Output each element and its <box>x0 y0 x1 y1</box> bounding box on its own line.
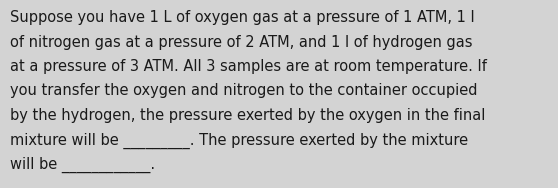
Text: mixture will be _________. The pressure exerted by the mixture: mixture will be _________. The pressure … <box>10 133 468 149</box>
Text: by the hydrogen, the pressure exerted by the oxygen in the final: by the hydrogen, the pressure exerted by… <box>10 108 485 123</box>
Text: Suppose you have 1 L of oxygen gas at a pressure of 1 ATM, 1 l: Suppose you have 1 L of oxygen gas at a … <box>10 10 475 25</box>
Text: of nitrogen gas at a pressure of 2 ATM, and 1 l of hydrogen gas: of nitrogen gas at a pressure of 2 ATM, … <box>10 35 473 49</box>
Text: will be ____________.: will be ____________. <box>10 157 155 173</box>
Text: at a pressure of 3 ATM. All 3 samples are at room temperature. If: at a pressure of 3 ATM. All 3 samples ar… <box>10 59 487 74</box>
Text: you transfer the oxygen and nitrogen to the container occupied: you transfer the oxygen and nitrogen to … <box>10 83 478 99</box>
